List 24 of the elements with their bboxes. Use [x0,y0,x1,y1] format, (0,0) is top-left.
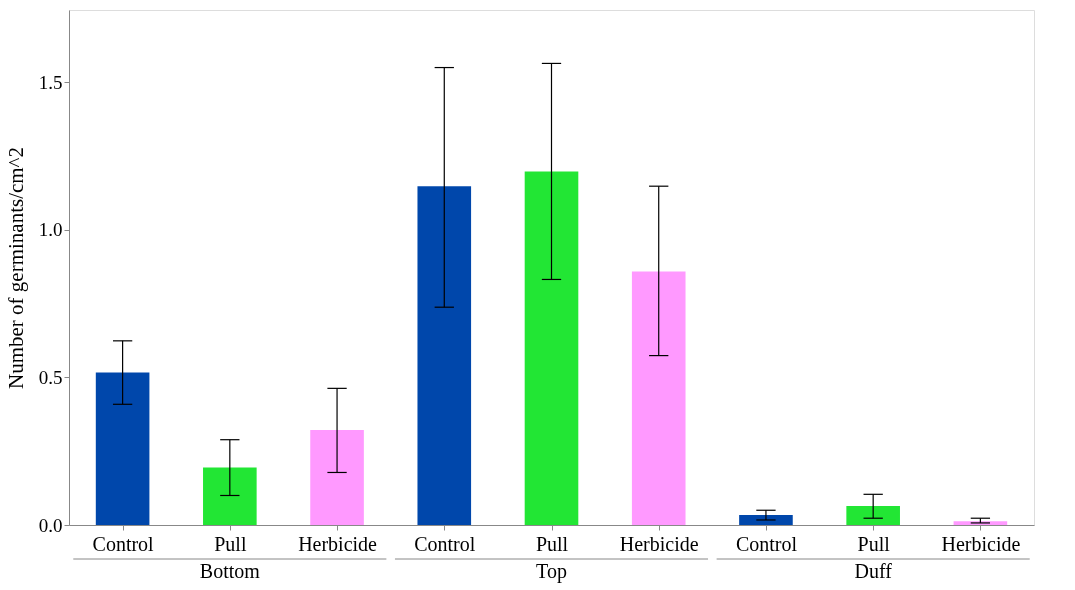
bar [310,429,364,525]
x-tick-label: Herbicide [619,532,699,555]
bar [631,271,686,525]
y-tick-label: 0.0 [38,514,63,536]
x-tick-label: Control [92,532,155,555]
x-tick-label: Control [735,532,798,555]
y-axis-title: Number of germinants/cm^2 [3,147,28,389]
bar [417,186,472,525]
x-tick-label: Pull [535,532,569,555]
text: Duff [854,560,893,582]
x-tick-label: Control [414,532,476,555]
text: Bottom [199,560,261,582]
bar [203,467,257,525]
bar [524,171,579,525]
y-tick-label: 0.5 [38,366,63,388]
x-tick-label: Herbicide [298,532,378,555]
y-tick-label: 1.0 [38,219,63,241]
x-tick-label: Pull [857,532,891,555]
bar [846,506,900,525]
x-tick-label: Herbicide [941,532,1021,555]
x-tick-label: Pull [214,532,247,555]
y-tick-label: 1.5 [38,71,63,93]
text: Top [536,560,567,583]
bar [95,372,150,525]
